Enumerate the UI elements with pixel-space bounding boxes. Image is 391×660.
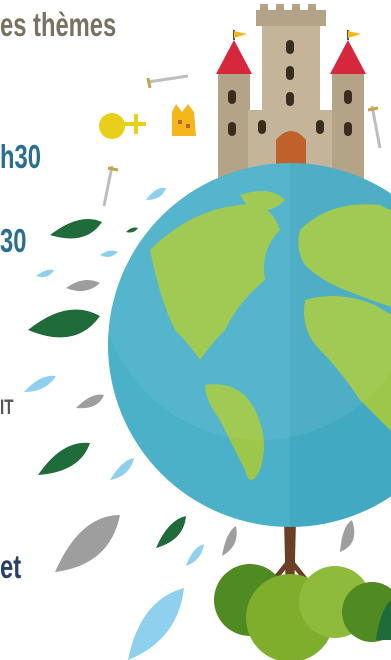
leaf-icon bbox=[38, 442, 90, 475]
time-label-2: 30 bbox=[0, 222, 27, 259]
text-fragment-et: et bbox=[0, 548, 22, 585]
time-label-1: h30 bbox=[0, 138, 41, 175]
leaf-icon bbox=[36, 269, 54, 278]
leaf-icon bbox=[55, 515, 120, 572]
leaf-icon bbox=[376, 600, 391, 640]
globe-icon bbox=[108, 163, 391, 527]
leaf-icon bbox=[340, 520, 355, 552]
leaf-icon bbox=[50, 218, 102, 239]
leaf-icon bbox=[76, 394, 104, 409]
castle-icon bbox=[216, 4, 366, 182]
heading-themes: es thèmes bbox=[0, 6, 117, 43]
sword-icon bbox=[102, 74, 382, 207]
leaf-icon bbox=[24, 375, 56, 392]
leaf-icon bbox=[100, 250, 118, 257]
leaf-icon bbox=[146, 187, 166, 200]
crown-icon bbox=[172, 104, 196, 136]
tree-icon bbox=[214, 520, 391, 660]
leaf-icon bbox=[156, 516, 186, 548]
text-fragment-it: IT bbox=[0, 396, 14, 419]
leaf-icon bbox=[110, 458, 134, 480]
leaf-icon bbox=[186, 544, 204, 566]
leaf-icon bbox=[28, 309, 100, 338]
orb-icon bbox=[99, 113, 146, 139]
leaf-icon bbox=[126, 227, 138, 233]
leaf-icon bbox=[66, 279, 100, 292]
leaf-icon bbox=[128, 588, 184, 660]
leaf-icon bbox=[222, 526, 237, 556]
